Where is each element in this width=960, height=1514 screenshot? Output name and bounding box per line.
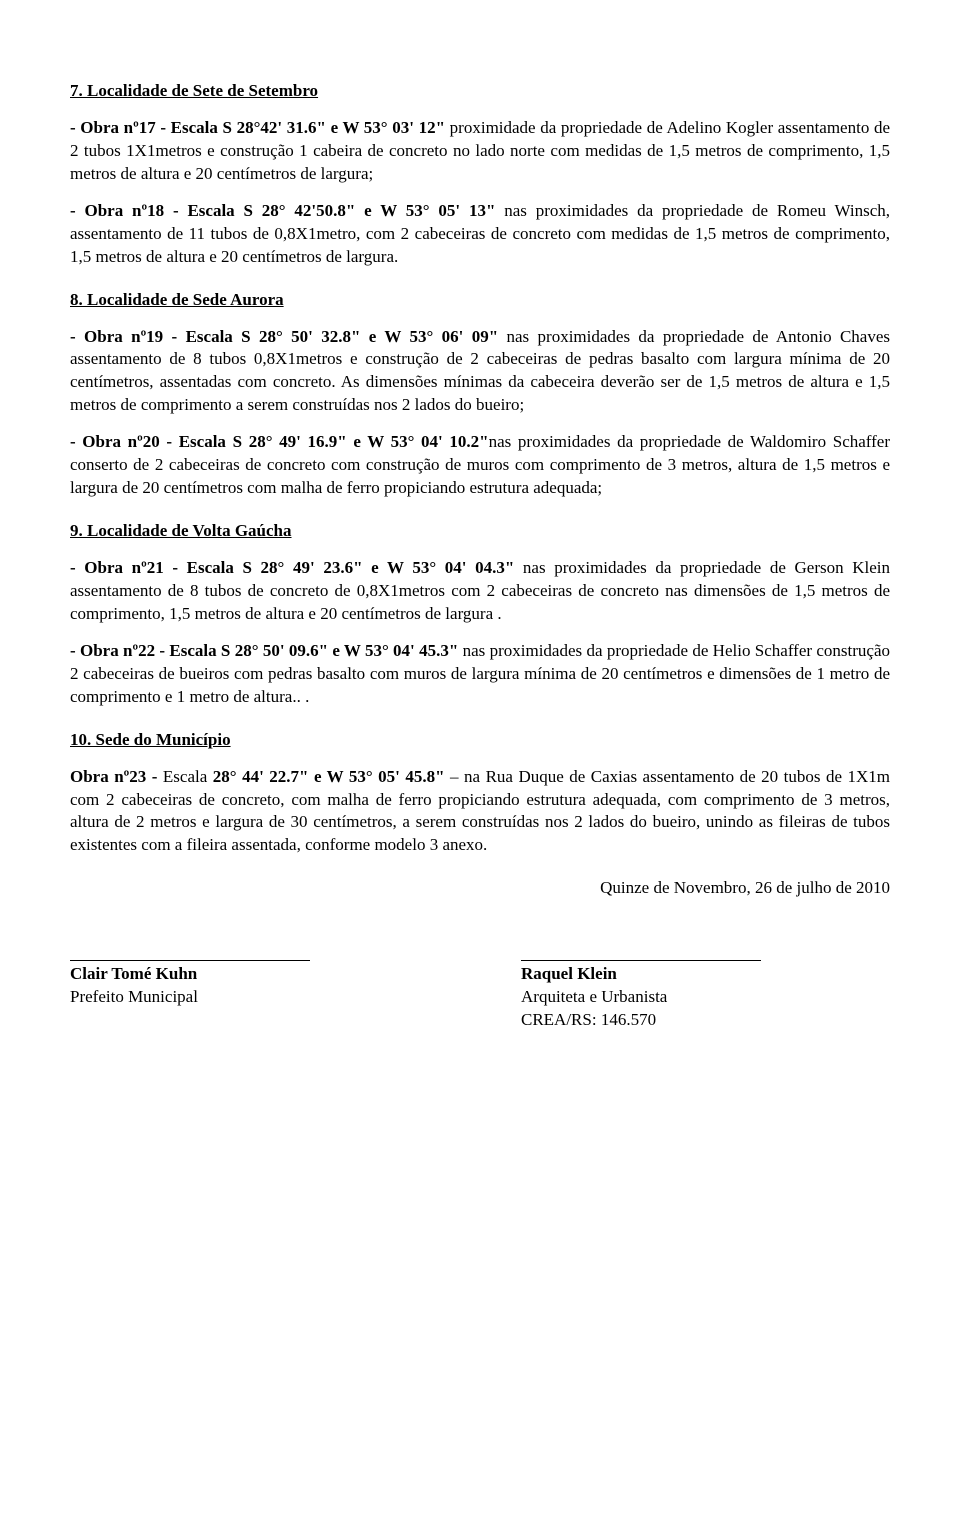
signature-right: Raquel Klein Arquiteta e Urbanista CREA/… <box>521 960 890 1032</box>
signature-left: Clair Tomé Kuhn Prefeito Municipal <box>70 960 439 1032</box>
document-date: Quinze de Novembro, 26 de julho de 2010 <box>70 877 890 900</box>
signature-row: Clair Tomé Kuhn Prefeito Municipal Raque… <box>70 960 890 1032</box>
section-10-title: 10. Sede do Município <box>70 729 890 752</box>
signer-right-crea: CREA/RS: 146.570 <box>521 1009 890 1032</box>
section-9-title: 9. Localidade de Volta Gaúcha <box>70 520 890 543</box>
signer-right-title: Arquiteta e Urbanista <box>521 986 890 1009</box>
obra-19-head: - Obra nº19 - Escala S 28° 50' 32.8" e W… <box>70 327 498 346</box>
obra-23-mid: Escala <box>163 767 213 786</box>
signer-left-name: Clair Tomé Kuhn <box>70 963 439 986</box>
obra-23-head1: Obra nº23 - <box>70 767 163 786</box>
obra-21-head: - Obra nº21 - Escala S 28° 49' 23.6" e W… <box>70 558 514 577</box>
signature-line-right <box>521 960 761 961</box>
section-8-title: 8. Localidade de Sede Aurora <box>70 289 890 312</box>
obra-20-head: - Obra nº20 - Escala S 28° 49' 16.9" e W… <box>70 432 489 451</box>
section-7-title: 7. Localidade de Sete de Setembro <box>70 80 890 103</box>
obra-19: - Obra nº19 - Escala S 28° 50' 32.8" e W… <box>70 326 890 418</box>
signer-right-name: Raquel Klein <box>521 963 890 986</box>
obra-23-head2: 28° 44' 22.7" e W 53° 05' 45.8" <box>213 767 445 786</box>
obra-17: - Obra nº17 - Escala S 28°42' 31.6" e W … <box>70 117 890 186</box>
signer-left-title: Prefeito Municipal <box>70 986 439 1009</box>
obra-18: - Obra nº18 - Escala S 28° 42'50.8" e W … <box>70 200 890 269</box>
obra-17-head: - Obra nº17 - Escala S 28°42' 31.6" e W … <box>70 118 445 137</box>
obra-21: - Obra nº21 - Escala S 28° 49' 23.6" e W… <box>70 557 890 626</box>
obra-22-head: - Obra nº22 - Escala S 28° 50' 09.6" e W… <box>70 641 458 660</box>
obra-20: - Obra nº20 - Escala S 28° 49' 16.9" e W… <box>70 431 890 500</box>
obra-18-head: - Obra nº18 - Escala S 28° 42'50.8" e W … <box>70 201 495 220</box>
obra-22: - Obra nº22 - Escala S 28° 50' 09.6" e W… <box>70 640 890 709</box>
obra-23: Obra nº23 - Escala 28° 44' 22.7" e W 53°… <box>70 766 890 858</box>
signature-line-left <box>70 960 310 961</box>
